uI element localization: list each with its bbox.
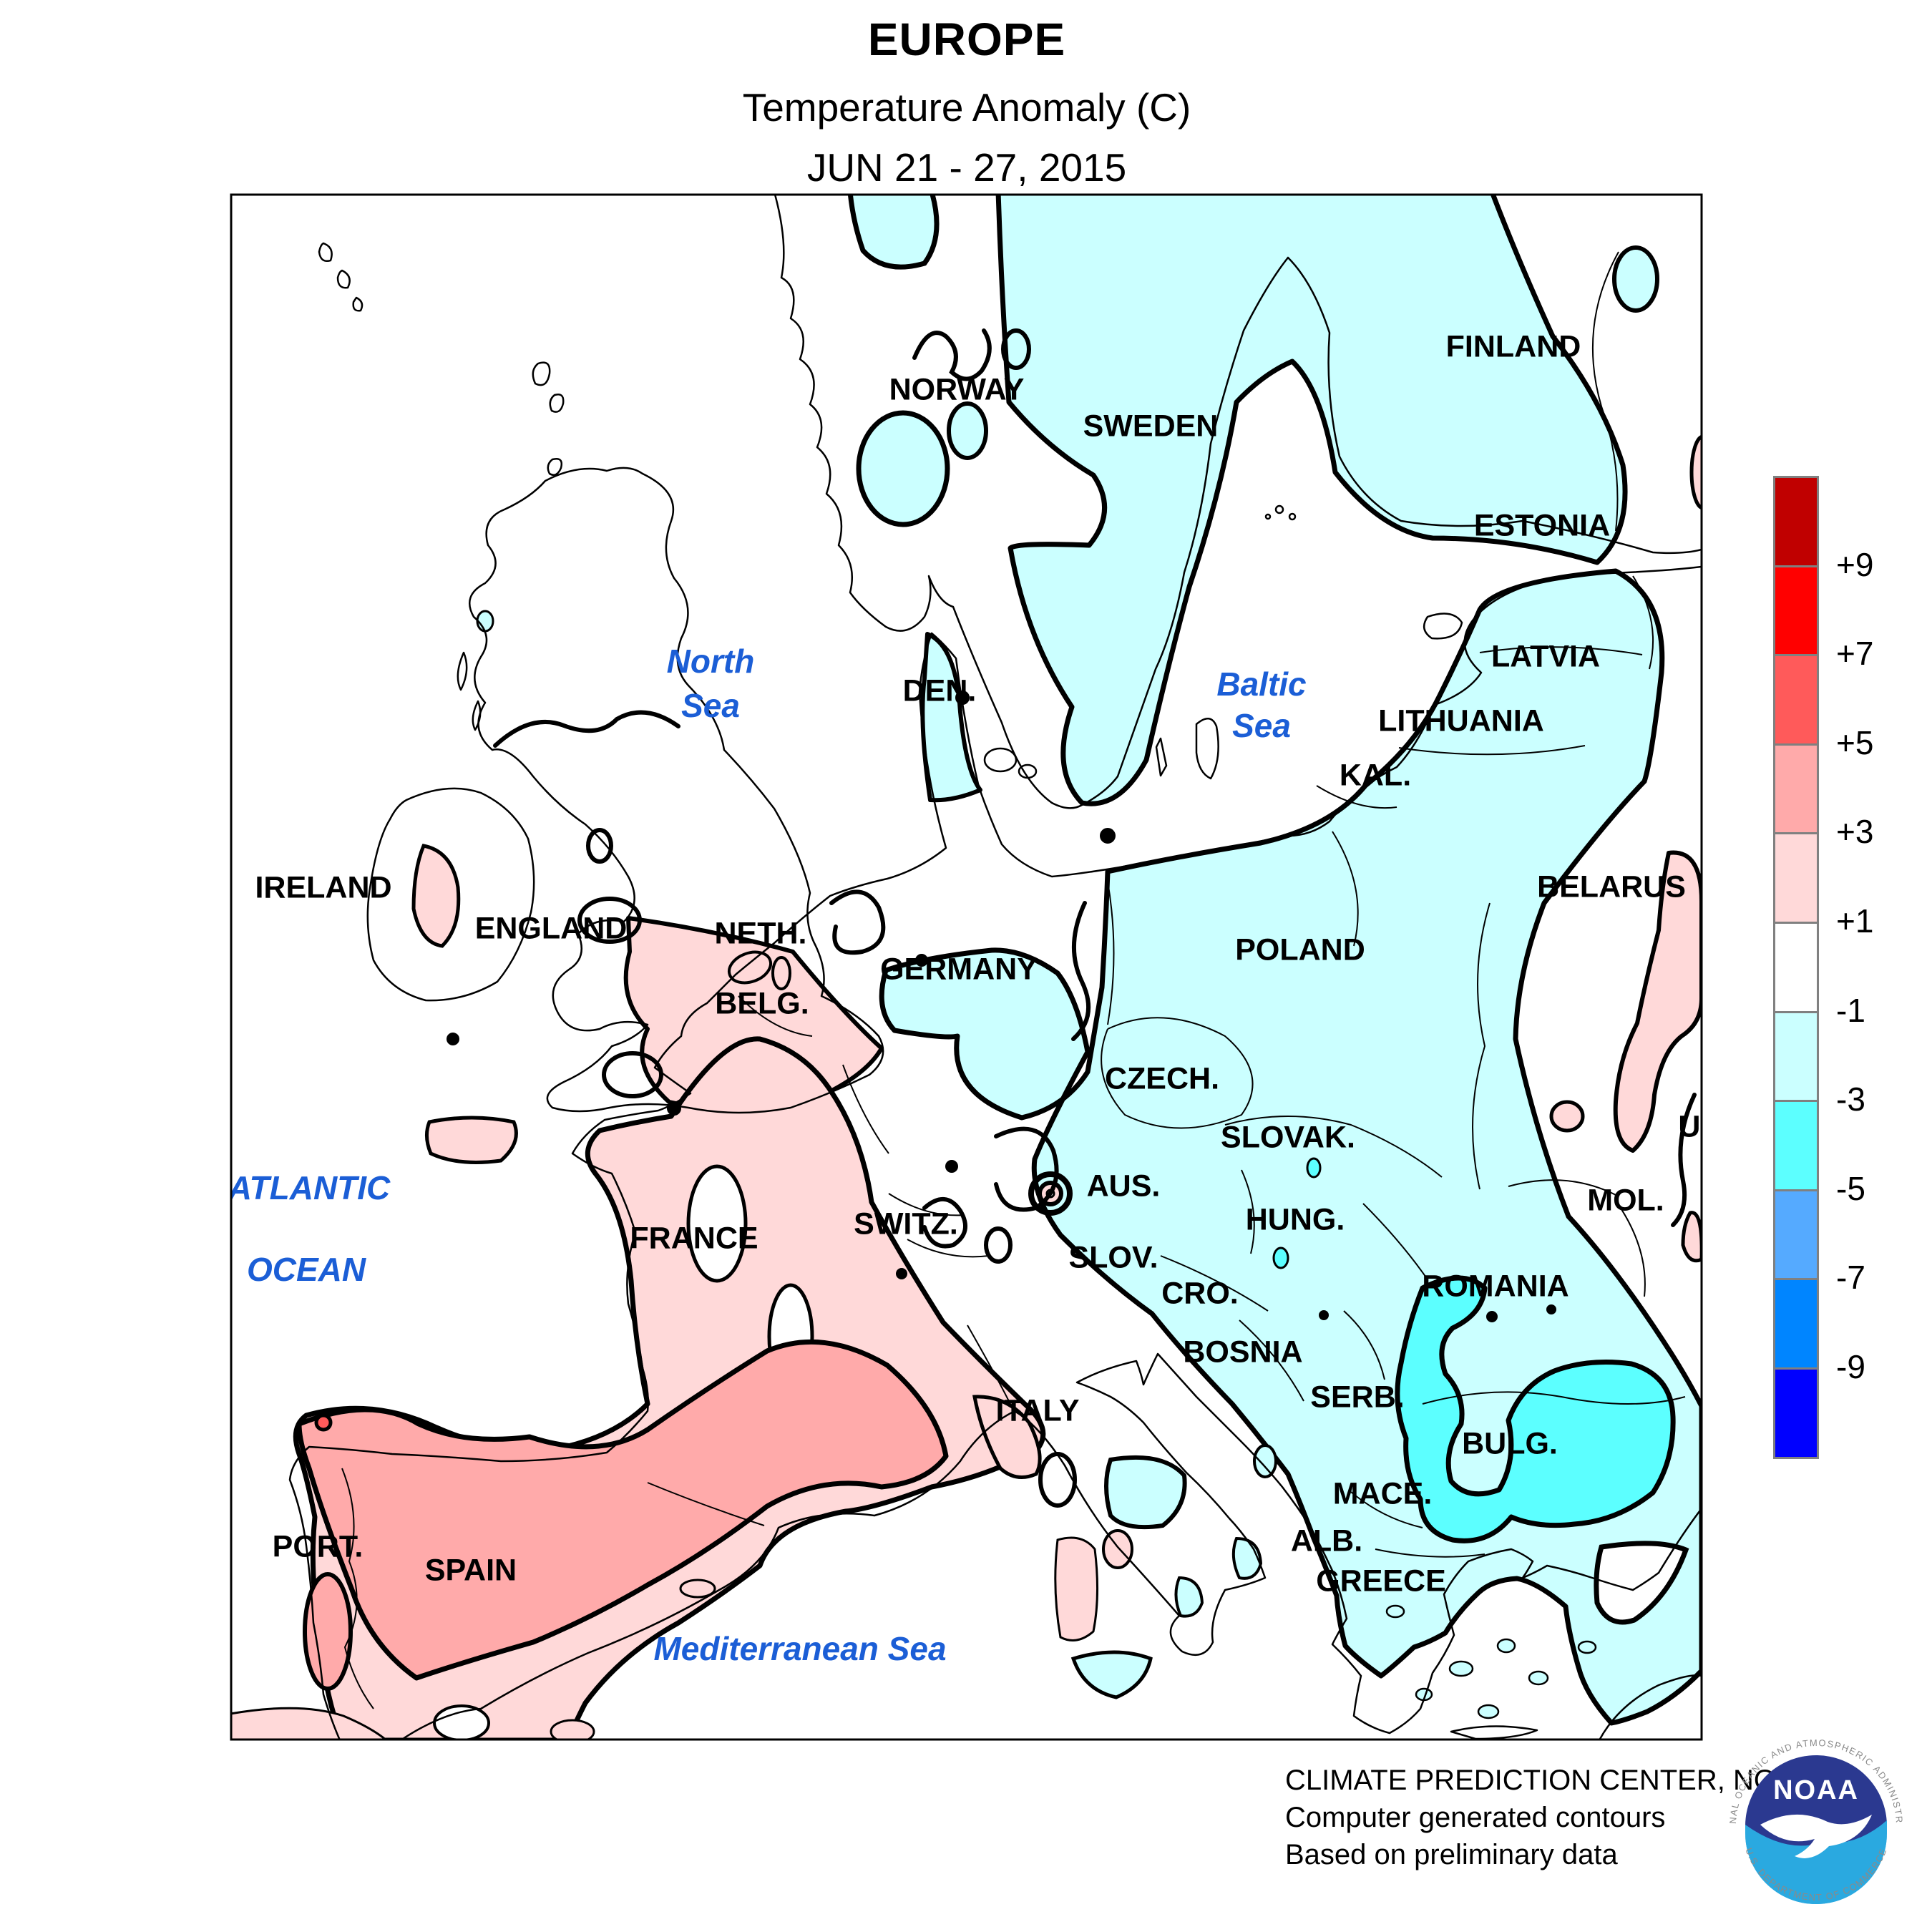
legend-color-segment [1773, 1100, 1819, 1191]
anomaly-fill-regions [231, 195, 1702, 1740]
country-label: ALB. [1291, 1523, 1362, 1558]
legend-color-segment [1773, 565, 1819, 657]
title-block: EUROPE Temperature Anomaly (C) JUN 21 - … [0, 13, 1932, 190]
country-label: UKR [1678, 1109, 1703, 1143]
legend-value-label: +5 [1836, 723, 1874, 761]
country-label: PORT. [273, 1529, 364, 1563]
country-label: GERMANY [880, 952, 1038, 986]
map-frame [230, 193, 1703, 1741]
country-label: BELARUS [1537, 869, 1686, 904]
legend-color-segment [1773, 832, 1819, 924]
country-label: CZECH. [1105, 1061, 1219, 1096]
country-label: AUS. [1087, 1169, 1161, 1203]
country-label: ENGLAND [475, 911, 628, 945]
sea-label: North [667, 643, 755, 680]
country-label: NETH. [715, 916, 807, 950]
country-label: IRELAND [255, 870, 391, 904]
sea-label: OCEAN [247, 1251, 366, 1288]
attribution-line: Computer generated contours [1285, 1802, 1666, 1833]
country-label: ESTONIA [1474, 508, 1610, 542]
country-borders [341, 251, 1686, 1709]
page-title: EUROPE [867, 14, 1066, 65]
legend-value-label: -5 [1836, 1169, 1865, 1207]
europe-anomaly-map: NORWAY SWEDEN FINLAND ESTONIA LATVIA LITHUANI… [230, 193, 1703, 1741]
attribution-line: Based on preliminary data [1285, 1839, 1618, 1870]
country-label: DEN. [903, 673, 977, 708]
map-container: NORWAY SWEDEN FINLAND ESTONIA LATVIA LITHUANI… [230, 193, 1703, 1741]
country-label: BULG. [1462, 1426, 1558, 1460]
country-label: CRO. [1161, 1276, 1239, 1310]
legend-value-label: -1 [1836, 991, 1865, 1029]
coastlines [288, 195, 1702, 1740]
legend-color-segment [1773, 654, 1819, 746]
sea-label: Mediterranean Sea [653, 1630, 946, 1667]
page-subtitle: Temperature Anomaly (C) [742, 85, 1191, 130]
map-labels: NORWAY SWEDEN FINLAND ESTONIA LATVIA LITHUANI… [230, 329, 1703, 1667]
country-label: KAL. [1340, 758, 1411, 792]
country-label: NORWAY [889, 372, 1025, 406]
country-label: HUNG. [1246, 1202, 1345, 1236]
country-label: MOL. [1587, 1183, 1664, 1217]
sea-label: Baltic [1216, 665, 1306, 703]
country-label: SWEDEN [1083, 409, 1219, 443]
country-label: LATVIA [1491, 639, 1600, 673]
country-label: BELG. [715, 986, 809, 1020]
country-label: LITHUANIA [1378, 703, 1544, 738]
country-label: SWITZ. [854, 1206, 958, 1241]
sea-label: ATLANTIC [230, 1169, 391, 1206]
legend-color-segment [1773, 1010, 1819, 1103]
country-label: BOSNIA [1183, 1335, 1302, 1369]
country-label: SLOV. [1068, 1240, 1158, 1274]
country-label: MACE. [1333, 1476, 1433, 1511]
country-label: ROMANIA [1422, 1269, 1568, 1303]
legend-value-label: -3 [1836, 1080, 1865, 1118]
country-label: SPAIN [425, 1553, 517, 1587]
noaa-logo: NOAA NATIONAL OCEANIC AND ATMOSPHERIC AD… [1727, 1737, 1904, 1904]
legend-value-label: +7 [1836, 635, 1874, 673]
legend-value-label: +3 [1836, 813, 1874, 851]
country-label: ITALY [995, 1393, 1079, 1428]
legend-color-segment [1773, 1189, 1819, 1281]
attribution-block: CLIMATE PREDICTION CENTER, NOAA Computer… [1285, 1762, 1814, 1873]
sea-label: Sea [1232, 707, 1291, 744]
legend-color-segment [1773, 922, 1819, 1013]
country-label: SERB. [1310, 1380, 1404, 1414]
seagull-icon [1760, 1814, 1872, 1858]
legend-value-label: +9 [1836, 545, 1874, 583]
legend-value-label: +1 [1836, 902, 1874, 940]
country-label: SLOVAK. [1221, 1120, 1355, 1154]
legend-color-segment [1773, 1367, 1819, 1459]
date-range: JUN 21 - 27, 2015 [806, 145, 1127, 190]
sea-label: Sea [681, 687, 740, 724]
country-label: GREECE [1316, 1563, 1446, 1598]
logo-acronym: NOAA [1773, 1775, 1859, 1805]
legend-value-label: -9 [1836, 1348, 1865, 1385]
legend-color-segment [1773, 1278, 1819, 1370]
legend-color-segment [1773, 476, 1819, 567]
legend-value-label: -7 [1836, 1259, 1865, 1297]
country-label: FRANCE [630, 1221, 758, 1255]
country-label: FINLAND [1446, 329, 1581, 364]
legend-color-segment [1773, 743, 1819, 835]
attribution-line: CLIMATE PREDICTION CENTER, NOAA [1285, 1765, 1815, 1796]
country-label: POLAND [1235, 932, 1365, 967]
